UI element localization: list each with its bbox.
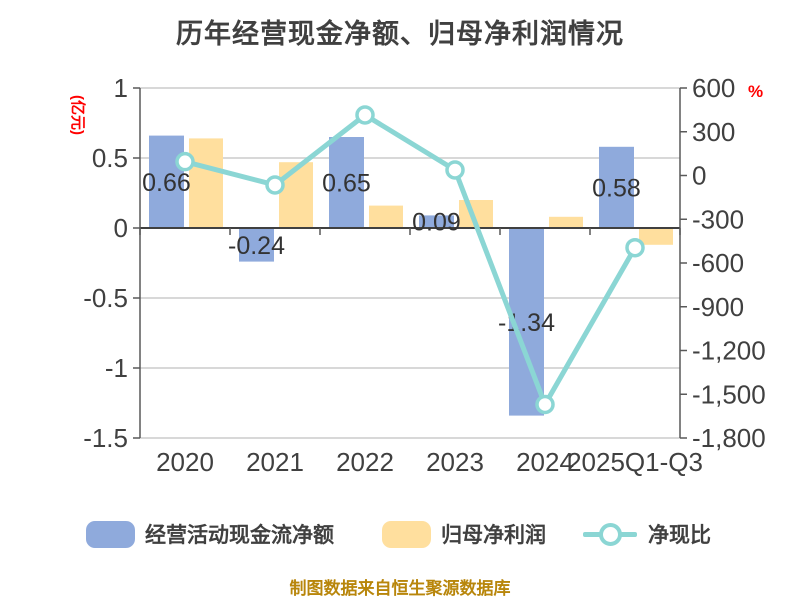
left-axis-unit-label: (亿元)	[69, 95, 86, 135]
ratio-marker-2023	[445, 160, 465, 180]
right-axis-label: 300	[692, 117, 735, 147]
x-axis-label-2021: 2021	[246, 447, 304, 477]
bar-operating_cashflow-2025Q1-Q3	[599, 146, 634, 228]
left-axis-label: -0.5	[83, 283, 128, 313]
ratio-marker-2024	[535, 394, 555, 415]
x-axis-label-2020: 2020	[156, 447, 214, 477]
left-axis-label: 0	[114, 213, 128, 243]
ratio-marker-2020	[175, 151, 195, 172]
bar-operating_cashflow-2023	[419, 215, 454, 228]
right-axis-label: -1,800	[692, 423, 766, 453]
bar-operating_cashflow-2021	[239, 228, 274, 262]
ratio-marker-2025Q1-Q3	[625, 237, 645, 258]
bar-label-2025Q1-Q3: 0.58	[592, 174, 641, 202]
bar-net_profit-2024	[549, 216, 583, 228]
bar-net_profit-2020	[189, 138, 223, 228]
chart-title: 历年经营现金净额、归母净利润情况	[176, 19, 624, 49]
x-axis-label-2024: 2024	[516, 447, 574, 477]
left-axis-label: 1	[114, 73, 128, 103]
bar-label-2024: -1.34	[498, 309, 555, 337]
bar-net_profit-2025Q1-Q3	[639, 228, 673, 245]
ratio-marker-2022	[355, 105, 375, 125]
bar-operating_cashflow-2020	[149, 135, 184, 228]
right-axis-label: -600	[692, 248, 744, 278]
right-axis-unit-label: %	[748, 82, 764, 101]
ratio-marker-2021	[265, 175, 285, 195]
x-axis-label-2022: 2022	[336, 447, 394, 477]
bar-net_profit-2022	[369, 205, 403, 228]
right-axis-label: -1,500	[692, 379, 766, 409]
right-axis-label: 600	[692, 73, 735, 103]
left-axis-label: -1.5	[83, 423, 128, 453]
data-source-footer: 制图数据来自恒生聚源数据库	[289, 579, 511, 598]
bar-operating_cashflow-2022	[329, 137, 364, 228]
left-axis-label: 0.5	[92, 143, 128, 173]
right-axis-label: -900	[692, 292, 744, 322]
x-axis-label-2023: 2023	[426, 447, 484, 477]
bar-label-2021: -0.24	[228, 232, 285, 260]
right-axis-label: -1,200	[692, 336, 766, 366]
right-axis-label: -300	[692, 204, 744, 234]
right-axis-label: 0	[692, 161, 706, 191]
bar-label-2023: 0.09	[412, 209, 461, 237]
bar-net_profit-2021	[279, 162, 313, 228]
bar-label-2022: 0.65	[322, 170, 371, 198]
left-axis-label: -1	[105, 353, 128, 383]
x-axis-label-2025Q1-Q3: 2025Q1-Q3	[567, 447, 703, 477]
bar-label-2020: 0.66	[142, 169, 191, 197]
ratio-line	[184, 112, 638, 407]
